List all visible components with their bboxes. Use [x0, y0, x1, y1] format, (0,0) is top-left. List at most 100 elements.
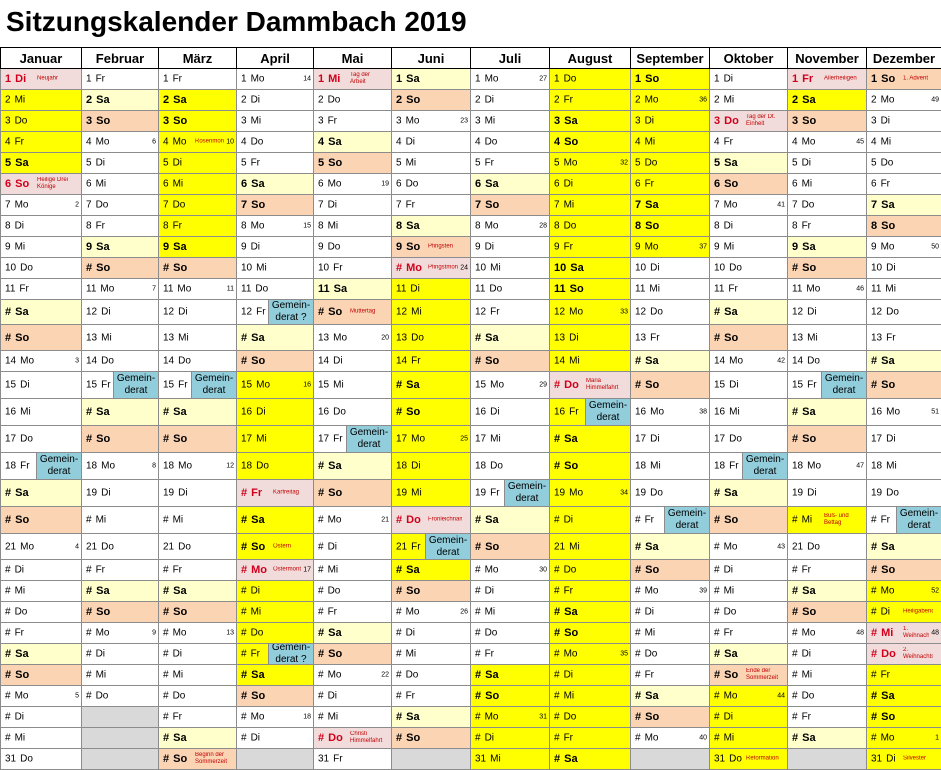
- day-cell[interactable]: #Mi: [788, 665, 867, 686]
- day-cell[interactable]: 4MoRosenmontag10: [159, 132, 237, 153]
- day-cell[interactable]: #Di: [710, 560, 788, 581]
- day-cell[interactable]: #Sa: [1, 480, 82, 507]
- gemeinderat-meeting[interactable]: Gemein-derat: [425, 534, 470, 559]
- gemeinderat-meeting[interactable]: Gemein-derat: [742, 453, 787, 479]
- day-cell[interactable]: #So: [237, 351, 314, 372]
- day-cell[interactable]: #Sa: [314, 623, 392, 644]
- day-cell[interactable]: #Sa: [631, 351, 710, 372]
- day-cell[interactable]: #Di: [237, 581, 314, 602]
- day-cell[interactable]: #Sa: [631, 686, 710, 707]
- gemeinderat-meeting[interactable]: Gemein-derat: [821, 372, 866, 398]
- day-cell[interactable]: [82, 707, 159, 728]
- day-cell[interactable]: #Di: [631, 602, 710, 623]
- day-cell[interactable]: #So: [788, 426, 867, 453]
- day-cell[interactable]: #So: [867, 707, 941, 728]
- day-cell[interactable]: #Mi: [710, 728, 788, 749]
- day-cell[interactable]: #Do: [788, 686, 867, 707]
- gemeinderat-meeting[interactable]: Gemein-derat: [585, 399, 630, 425]
- day-cell[interactable]: #Fr: [550, 581, 631, 602]
- day-cell[interactable]: #Di: [471, 728, 550, 749]
- day-cell[interactable]: #Fr: [314, 602, 392, 623]
- day-cell[interactable]: #Sa: [392, 560, 471, 581]
- day-cell[interactable]: #Fr: [631, 665, 710, 686]
- day-cell[interactable]: #Di: [550, 665, 631, 686]
- day-cell[interactable]: #Sa: [471, 325, 550, 351]
- day-cell[interactable]: #Do2. Weihnachtstag: [867, 644, 941, 665]
- day-cell[interactable]: #Sa: [82, 581, 159, 602]
- gemeinderat-meeting[interactable]: Gemein-derat: [896, 507, 941, 533]
- day-cell[interactable]: #Sa: [392, 707, 471, 728]
- day-cell[interactable]: [82, 728, 159, 749]
- day-cell[interactable]: #Sa: [550, 426, 631, 453]
- day-cell[interactable]: #So: [82, 426, 159, 453]
- day-cell[interactable]: #Mi: [550, 686, 631, 707]
- day-cell[interactable]: #Mi: [314, 560, 392, 581]
- day-cell[interactable]: #So: [392, 581, 471, 602]
- day-cell[interactable]: #Sa: [392, 372, 471, 399]
- gemeinderat-meeting[interactable]: Gemein-derat ?: [268, 300, 313, 324]
- day-cell[interactable]: #Di: [550, 507, 631, 534]
